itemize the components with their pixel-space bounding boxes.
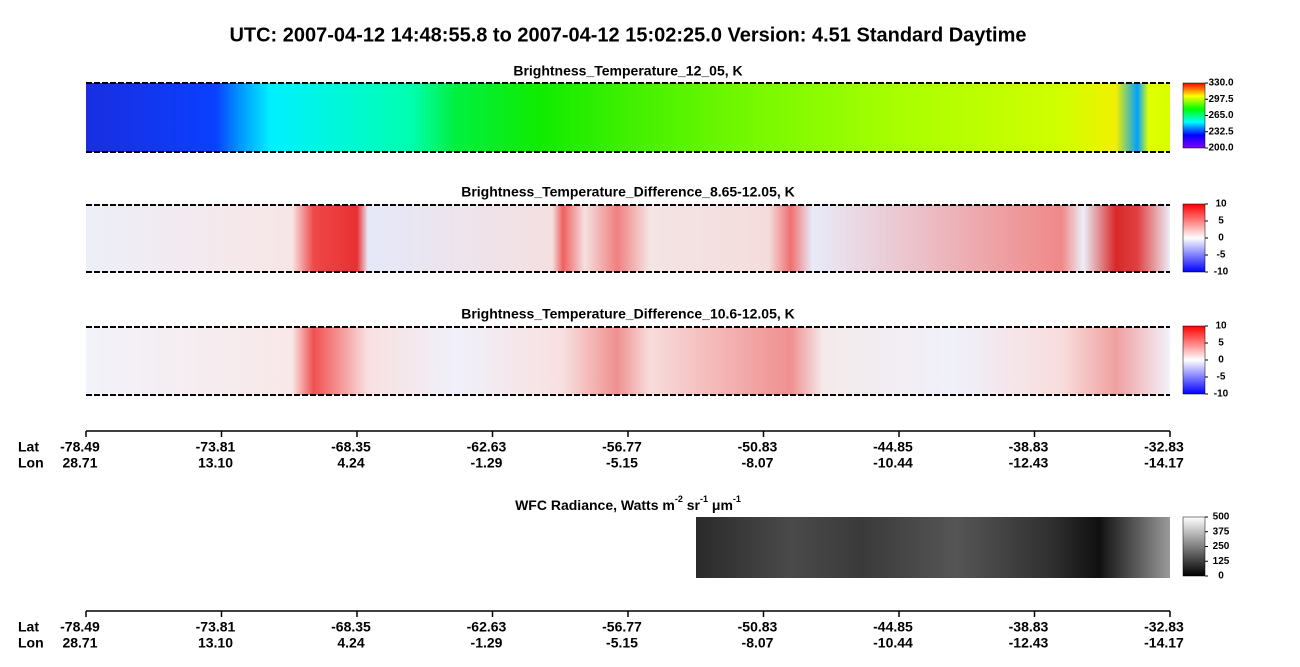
colorbar-tick-label: 232.5: [1208, 126, 1233, 137]
lon-tick-label: 13.10: [198, 455, 233, 471]
lat-tick-label: -68.35: [331, 619, 371, 635]
lon-tick-label: -10.44: [873, 455, 913, 471]
colorbar-tick-label: 297.5: [1208, 94, 1233, 105]
data-image: [696, 517, 1170, 578]
colorbar-tick-label: 0: [1218, 233, 1224, 244]
colorbar-tick-label: 265.0: [1208, 110, 1233, 121]
colorbar-tick-label: 10: [1215, 321, 1227, 332]
colorbar-tick-label: -10: [1214, 389, 1229, 400]
lon-tick-label: -5.15: [606, 455, 638, 471]
lat-tick-label: -73.81: [196, 619, 236, 635]
colorbar-tick-label: -5: [1217, 250, 1226, 261]
data-image: [86, 83, 1170, 152]
colorbar-tick-label: -10: [1214, 267, 1229, 278]
lon-tick-label: -14.17: [1144, 635, 1184, 651]
colorbar-tick-label: 5: [1218, 216, 1224, 227]
title-part: -1: [733, 494, 741, 504]
lat-tick-label: -32.83: [1144, 439, 1184, 455]
lon-tick-label: -8.07: [742, 635, 774, 651]
data-image: [86, 327, 1170, 395]
colorbar-tick-label: -5: [1217, 372, 1226, 383]
lon-tick-label: -12.43: [1009, 455, 1049, 471]
lat-tick-label: -68.35: [331, 439, 371, 455]
lon-tick-label: -14.17: [1144, 455, 1184, 471]
lon-tick-label: 4.24: [337, 455, 364, 471]
panel-title: Brightness_Temperature_Difference_8.65-1…: [461, 184, 795, 200]
lat-tick-label: -73.81: [196, 439, 236, 455]
lon-tick-label: -8.07: [742, 455, 774, 471]
lon-tick-label: 4.24: [337, 635, 364, 651]
title-part: WFC Radiance, Watts m: [515, 497, 675, 513]
colorbar: [1182, 325, 1206, 395]
lat-tick-label: -62.63: [467, 439, 507, 455]
colorbar-tick-label: 10: [1215, 199, 1227, 210]
lat-tick-label: -32.83: [1144, 619, 1184, 635]
lat-tick-label: -38.83: [1009, 439, 1049, 455]
colorbar-tick-label: 5: [1218, 338, 1224, 349]
title-part: -2: [675, 494, 683, 504]
lon-tick-label: 28.71: [62, 635, 97, 651]
lon-tick-label: -10.44: [873, 635, 913, 651]
lat-tick-label: -78.49: [60, 439, 100, 455]
panel-title: Brightness_Temperature_12_05, K: [513, 63, 742, 79]
colorbar-tick-label: 0: [1218, 571, 1224, 582]
title-part: sr: [683, 497, 701, 513]
lat-label: Lat: [18, 439, 39, 455]
panel-title: Brightness_Temperature_Difference_10.6-1…: [461, 306, 795, 322]
colorbar-tick-label: 0: [1218, 355, 1224, 366]
lat-tick-label: -38.83: [1009, 619, 1049, 635]
lat-tick-label: -50.83: [738, 439, 778, 455]
lat-label: Lat: [18, 619, 39, 635]
colorbar-tick-label: 200.0: [1208, 143, 1233, 154]
lat-tick-label: -44.85: [873, 439, 913, 455]
colorbar: [1182, 203, 1206, 273]
lon-tick-label: 13.10: [198, 635, 233, 651]
lon-tick-label: -5.15: [606, 635, 638, 651]
lon-tick-label: 28.71: [62, 455, 97, 471]
panel-title: WFC Radiance, Watts m-2 sr-1 μm-1: [515, 494, 741, 512]
lat-tick-label: -78.49: [60, 619, 100, 635]
title-part: -1: [700, 494, 708, 504]
colorbar: [1182, 516, 1206, 577]
data-image: [86, 205, 1170, 272]
colorbar-tick-label: 500: [1213, 512, 1230, 523]
page-title: UTC: 2007-04-12 14:48:55.8 to 2007-04-12…: [229, 24, 1026, 46]
colorbar-tick-label: 125: [1213, 556, 1230, 567]
colorbar: [1182, 82, 1206, 149]
lat-tick-label: -56.77: [602, 619, 642, 635]
title-part: μm: [708, 497, 733, 513]
lon-tick-label: -1.29: [471, 455, 503, 471]
lat-tick-label: -62.63: [467, 619, 507, 635]
colorbar-tick-label: 250: [1213, 541, 1230, 552]
lat-tick-label: -56.77: [602, 439, 642, 455]
lat-tick-label: -50.83: [738, 619, 778, 635]
lon-label: Lon: [18, 455, 44, 471]
lon-tick-label: -1.29: [471, 635, 503, 651]
lon-label: Lon: [18, 635, 44, 651]
colorbar-tick-label: 330.0: [1208, 78, 1233, 89]
lat-tick-label: -44.85: [873, 619, 913, 635]
colorbar-tick-label: 375: [1213, 526, 1230, 537]
lon-tick-label: -12.43: [1009, 635, 1049, 651]
